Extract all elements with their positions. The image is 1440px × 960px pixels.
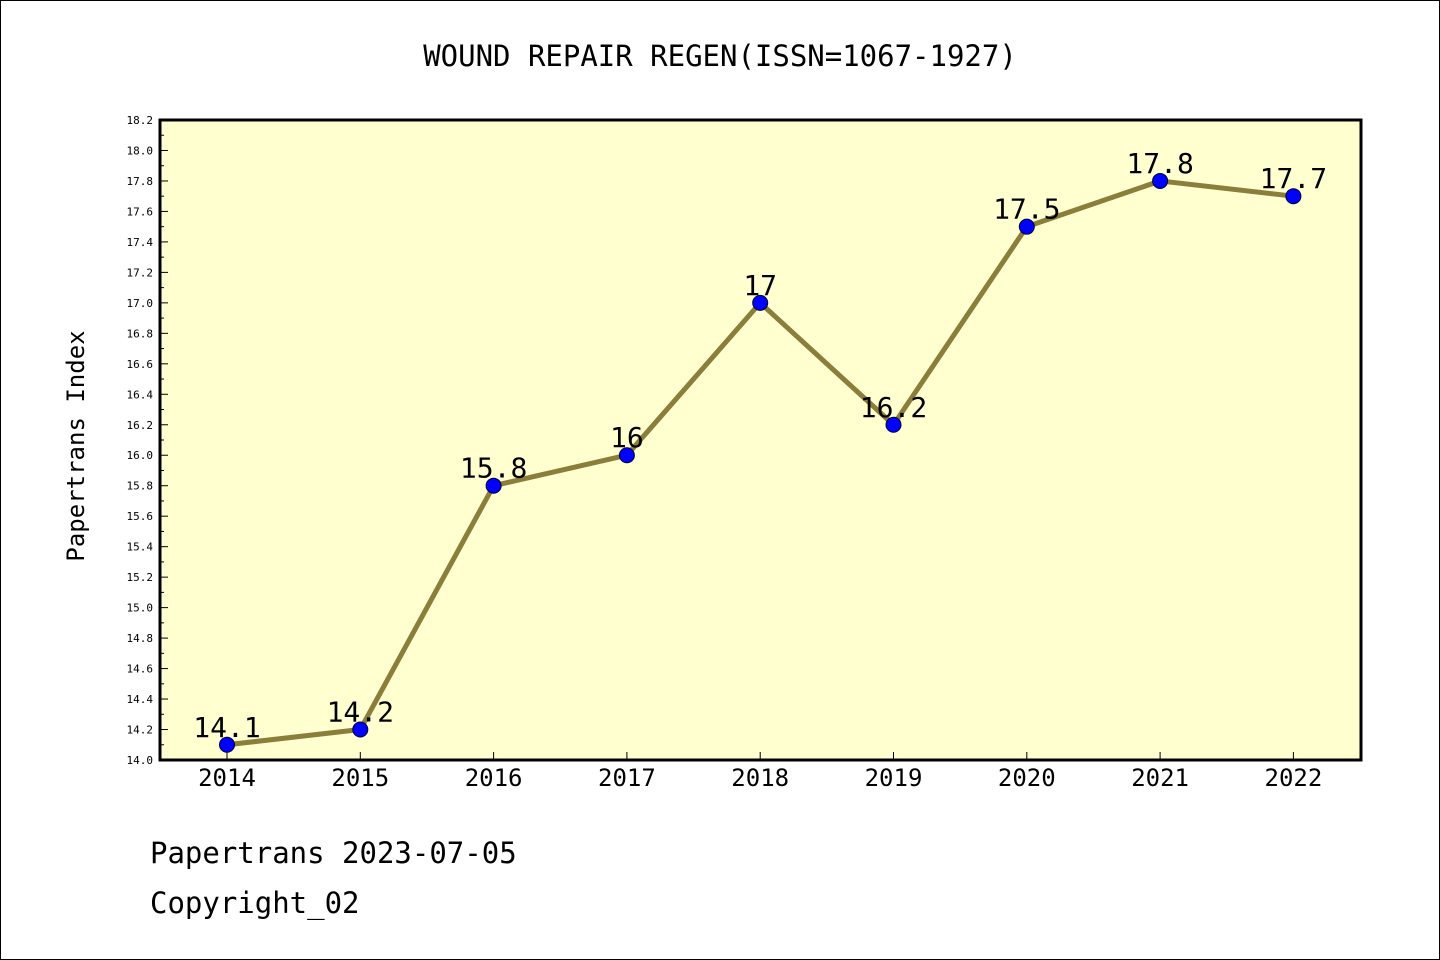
plot-area — [158, 118, 1363, 762]
y-tick-label: 18.2 — [127, 114, 154, 127]
y-axis-label: Papertrans Index — [62, 330, 90, 561]
x-tick-label: 2017 — [598, 764, 656, 792]
y-tick-label: 17.2 — [127, 266, 154, 279]
y-tick-label: 14.2 — [127, 724, 154, 737]
y-tick-label: 16.2 — [127, 419, 154, 432]
x-tick-label: 2015 — [331, 764, 389, 792]
data-point — [485, 477, 502, 494]
x-tick-label: 2018 — [731, 764, 789, 792]
x-tick-label: 2014 — [198, 764, 256, 792]
chart-title: WOUND REPAIR REGEN(ISSN=1067-1927) — [423, 39, 1017, 73]
data-label: 14.2 — [327, 696, 394, 729]
y-tick-label: 18.0 — [127, 144, 154, 157]
data-label: 17.5 — [993, 193, 1060, 226]
footer-date: Papertrans 2023-07-05 — [150, 836, 517, 870]
data-point — [618, 447, 635, 464]
series — [219, 172, 1302, 753]
y-tick-label: 15.2 — [127, 571, 154, 584]
y-tick-label: 16.4 — [127, 388, 154, 401]
y-tick-label: 14.0 — [127, 754, 154, 767]
data-label: 17.7 — [1260, 162, 1327, 195]
data-point — [1152, 172, 1169, 189]
y-tick-label: 15.0 — [127, 602, 154, 615]
data-label: 17.8 — [1126, 147, 1193, 180]
data-point — [752, 294, 769, 311]
x-tick-label: 2019 — [865, 764, 923, 792]
x-tick-label: 2022 — [1265, 764, 1323, 792]
y-tick-label: 17.0 — [127, 297, 154, 310]
data-label: 17 — [743, 269, 777, 302]
footer-copyright: Copyright_02 — [150, 886, 360, 920]
y-tick-label: 16.6 — [127, 358, 154, 371]
y-tick-label: 16.0 — [127, 449, 154, 462]
data-point — [885, 416, 902, 433]
data-label: 14.1 — [193, 711, 260, 744]
y-tick-label: 16.8 — [127, 327, 154, 340]
data-point — [1285, 188, 1302, 205]
y-tick-label: 14.4 — [127, 693, 154, 706]
y-tick-label: 17.4 — [127, 236, 154, 249]
y-tick-label: 14.8 — [127, 632, 154, 645]
data-label: 16.2 — [860, 391, 927, 424]
x-tick-label: 2016 — [465, 764, 523, 792]
y-axis: 14.0 14.2 14.4 14.6 14.8 15.0 15.2 15.4 15.6 15.8… — [127, 114, 168, 767]
data-label: 15.8 — [460, 452, 527, 485]
y-tick-label: 17.6 — [127, 205, 154, 218]
y-tick-label: 14.6 — [127, 663, 154, 676]
y-tick-label: 15.4 — [127, 541, 154, 554]
x-tick-label: 2020 — [998, 764, 1056, 792]
y-tick-label: 15.6 — [127, 510, 154, 523]
y-tick-label: 17.8 — [127, 175, 154, 188]
y-tick-label: 15.8 — [127, 480, 154, 493]
data-point — [352, 721, 369, 738]
x-tick-label: 2021 — [1131, 764, 1189, 792]
data-point — [1018, 218, 1035, 235]
data-labels: 14.1 14.2 15.8 16 17 16.2 17.5 17.8 17.7 — [193, 147, 1327, 744]
data-point — [219, 736, 235, 753]
x-axis: 2014 2015 2016 2017 2018 2019 2020 2021 2022 — [198, 752, 1322, 792]
data-label: 16 — [610, 421, 644, 454]
